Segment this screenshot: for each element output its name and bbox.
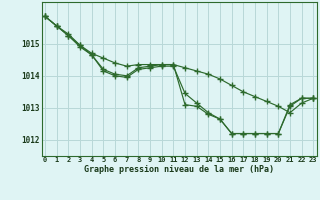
X-axis label: Graphe pression niveau de la mer (hPa): Graphe pression niveau de la mer (hPa) <box>84 165 274 174</box>
